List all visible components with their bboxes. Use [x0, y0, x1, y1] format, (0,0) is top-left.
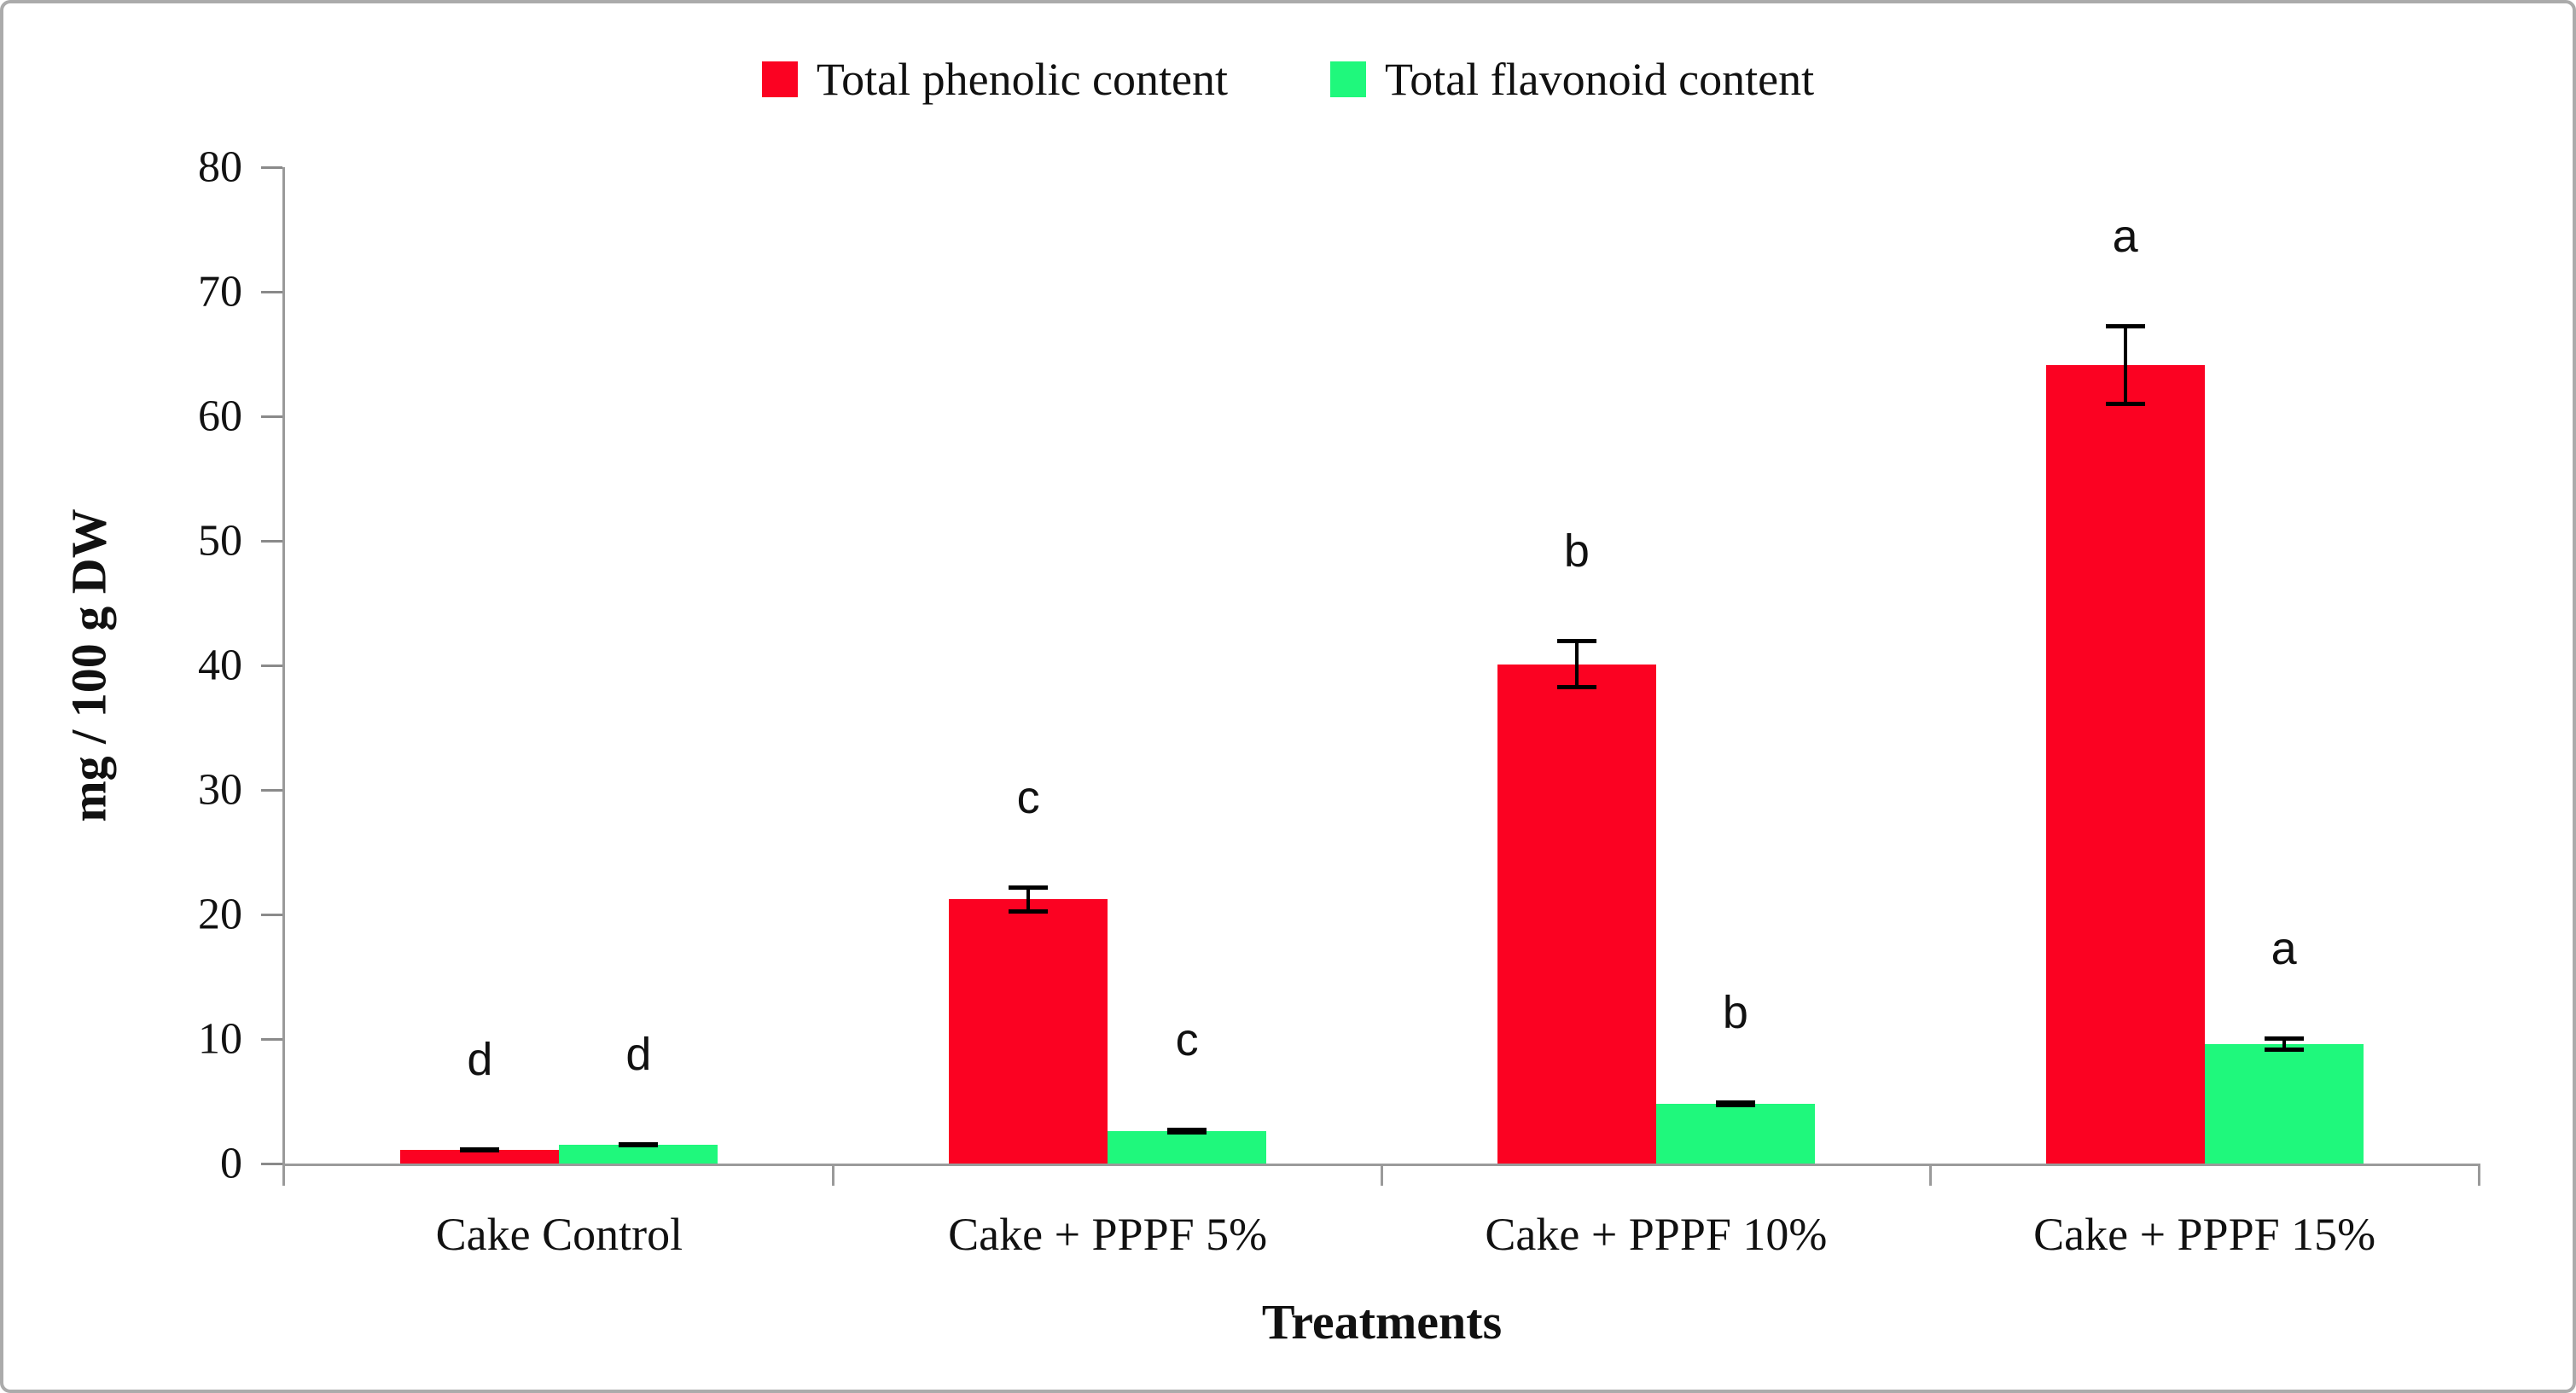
- error-bar: [2264, 1036, 2304, 1052]
- x-tick-label: Cake + PPPF 5%: [948, 1209, 1268, 1260]
- y-tick-label: 50: [198, 516, 242, 566]
- significance-letter: c: [1175, 1013, 1199, 1065]
- bar-phenolic-4: [2045, 365, 2205, 1164]
- error-bar-cap: [1167, 1130, 1207, 1135]
- bar-flavonoid-4: [2204, 1043, 2364, 1164]
- bar-phenolic-1: [400, 1149, 560, 1164]
- error-bar: [2105, 323, 2145, 407]
- x-axis-tick: [1928, 1164, 1932, 1186]
- y-axis-line: [282, 167, 285, 1186]
- legend-swatch-flavonoid: [1329, 61, 1366, 97]
- x-axis-title: Treatments: [1261, 1294, 1503, 1349]
- bar-phenolic-2: [949, 899, 1108, 1164]
- error-bar-cap: [2105, 402, 2145, 407]
- legend-label-flavonoid: Total flavonoid content: [1384, 54, 1815, 105]
- y-tick-label: 10: [198, 1014, 242, 1064]
- y-axis-tick: [261, 539, 282, 543]
- y-axis-title: mg / 100 g DW: [61, 508, 117, 822]
- significance-letter: a: [2112, 210, 2138, 262]
- bar-phenolic-3: [1497, 664, 1656, 1164]
- x-axis-tick: [1381, 1164, 1383, 1186]
- legend-item-phenolic: Total phenolic content: [761, 53, 1228, 106]
- y-axis-tick: [261, 664, 282, 667]
- error-bar: [619, 1142, 659, 1148]
- y-tick-label: 60: [198, 392, 242, 441]
- y-axis-tick: [261, 1162, 282, 1165]
- error-bar-cap: [1556, 639, 1596, 644]
- error-bar-stem: [1574, 639, 1579, 689]
- error-bar-stem: [1026, 885, 1031, 914]
- error-bar-cap: [1715, 1103, 1755, 1108]
- significance-letter: b: [1722, 986, 1748, 1038]
- legend: Total phenolic content Total flavonoid c…: [3, 53, 2573, 106]
- error-bar-cap: [1556, 684, 1596, 689]
- significance-letter: c: [1016, 772, 1040, 824]
- error-bar-cap: [2105, 323, 2145, 328]
- x-axis-tick: [832, 1164, 835, 1186]
- significance-letter: a: [2271, 923, 2297, 975]
- x-tick-label: Cake + PPPF 10%: [1485, 1209, 1828, 1260]
- y-axis-tick: [261, 290, 282, 293]
- bar-flavonoid-1: [559, 1145, 718, 1164]
- error-bar-cap: [2264, 1047, 2304, 1052]
- error-bar-stem: [2282, 1036, 2286, 1052]
- legend-item-flavonoid: Total flavonoid content: [1329, 53, 1815, 106]
- y-tick-label: 70: [198, 267, 242, 316]
- y-axis-tick: [261, 415, 282, 418]
- x-tick-label: Cake Control: [435, 1209, 683, 1260]
- error-bar: [1556, 639, 1596, 689]
- y-axis-tick: [261, 165, 282, 169]
- error-bar-stem: [2123, 323, 2127, 407]
- x-tick-label: Cake + PPPF 15%: [2033, 1209, 2376, 1260]
- error-bar-cap: [1167, 1127, 1207, 1132]
- significance-letter: d: [467, 1034, 493, 1086]
- y-axis-tick: [261, 913, 282, 916]
- error-bar-cap: [460, 1148, 500, 1153]
- significance-letter: d: [625, 1029, 652, 1081]
- error-bar-cap: [1009, 908, 1049, 914]
- y-tick-label: 20: [198, 890, 242, 939]
- y-tick-label: 80: [198, 142, 242, 192]
- y-tick-label: 40: [198, 641, 242, 690]
- error-bar: [1715, 1100, 1755, 1108]
- bar-flavonoid-3: [1655, 1103, 1815, 1164]
- error-bar-cap: [1009, 885, 1049, 891]
- error-bar: [1167, 1127, 1207, 1135]
- y-tick-label: 30: [198, 765, 242, 815]
- y-axis-tick: [261, 788, 282, 792]
- legend-label-phenolic: Total phenolic content: [816, 54, 1228, 105]
- legend-swatch-phenolic: [761, 61, 798, 97]
- plot-area: 0 10 20 30 40 50 60 70 80 d d Cake Control c c Cake + …: [198, 143, 2480, 1260]
- y-tick-label: 0: [220, 1139, 242, 1188]
- error-bar-cap: [619, 1143, 659, 1148]
- error-bar: [1009, 885, 1049, 914]
- error-bar-cap: [1715, 1100, 1755, 1105]
- x-axis-tick: [2477, 1164, 2480, 1186]
- error-bar: [460, 1147, 500, 1153]
- error-bar-cap: [2264, 1036, 2304, 1042]
- y-axis-tick: [261, 1037, 282, 1041]
- significance-letter: b: [1563, 525, 1590, 578]
- bar-flavonoid-2: [1108, 1131, 1267, 1164]
